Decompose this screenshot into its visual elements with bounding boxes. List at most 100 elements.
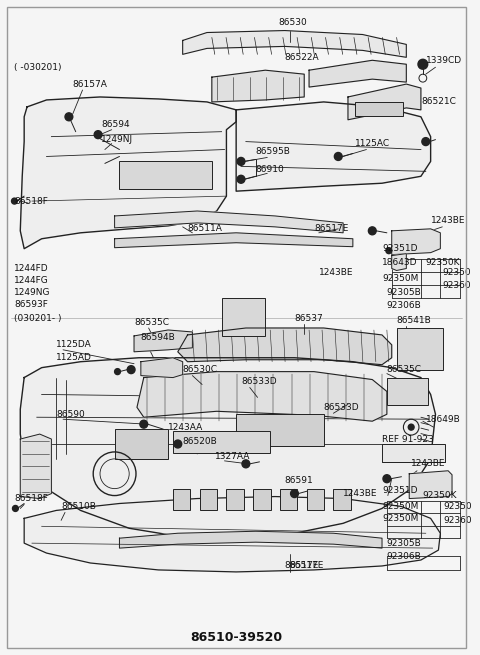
Text: 86535C: 86535C — [387, 365, 422, 374]
Polygon shape — [309, 60, 406, 87]
Text: 92350M: 92350M — [382, 274, 419, 283]
Text: 86520B: 86520B — [183, 436, 217, 445]
Polygon shape — [115, 211, 343, 233]
Text: 86594: 86594 — [101, 121, 130, 129]
Text: 1327AA: 1327AA — [215, 453, 250, 461]
Text: 86594B: 86594B — [141, 333, 176, 343]
Circle shape — [242, 460, 250, 468]
Text: 86517E: 86517E — [285, 561, 319, 571]
Bar — [115, 429, 168, 459]
Circle shape — [368, 227, 376, 234]
Text: 1244FD: 1244FD — [14, 264, 49, 273]
Polygon shape — [212, 70, 304, 102]
Text: 92350M: 92350M — [382, 502, 419, 511]
Text: 92306B: 92306B — [387, 552, 421, 561]
Bar — [307, 489, 324, 510]
Text: REF 91-923: REF 91-923 — [382, 434, 434, 443]
Text: 92351D: 92351D — [382, 486, 418, 495]
Text: 1243AA: 1243AA — [168, 422, 204, 432]
Bar — [227, 489, 244, 510]
Text: 1125AC: 1125AC — [355, 139, 390, 148]
Text: 1243BE: 1243BE — [343, 489, 378, 498]
Text: 86517E: 86517E — [314, 225, 348, 233]
Bar — [173, 489, 191, 510]
Text: 1249NG: 1249NG — [14, 288, 51, 297]
Text: 1339CD: 1339CD — [426, 56, 462, 65]
Polygon shape — [392, 253, 406, 271]
Text: 86910: 86910 — [255, 165, 284, 174]
Circle shape — [383, 475, 391, 483]
Polygon shape — [120, 531, 382, 548]
Bar — [280, 489, 298, 510]
Text: (030201- ): (030201- ) — [14, 314, 62, 322]
Text: 1243BE: 1243BE — [319, 268, 353, 277]
Polygon shape — [137, 371, 387, 421]
Polygon shape — [20, 434, 51, 498]
Bar — [334, 489, 351, 510]
Polygon shape — [392, 229, 440, 255]
Text: 86518F: 86518F — [14, 196, 48, 206]
Circle shape — [386, 248, 392, 253]
Text: ( -030201): ( -030201) — [14, 63, 62, 72]
Bar — [200, 489, 217, 510]
Text: 18649B: 18649B — [426, 415, 460, 424]
Circle shape — [174, 440, 182, 448]
Text: 86157A: 86157A — [73, 79, 108, 88]
Circle shape — [12, 198, 17, 204]
Text: 92305B: 92305B — [387, 538, 421, 548]
Polygon shape — [409, 471, 452, 498]
Text: 86593F: 86593F — [14, 300, 48, 309]
Bar — [387, 377, 428, 405]
Text: 92350K: 92350K — [423, 491, 457, 500]
Circle shape — [140, 421, 148, 428]
Text: 1243BE: 1243BE — [431, 216, 465, 225]
Text: 86511A: 86511A — [188, 225, 222, 233]
Text: 86590: 86590 — [56, 410, 85, 419]
Polygon shape — [20, 358, 435, 538]
Bar — [222, 298, 265, 336]
Circle shape — [237, 176, 245, 183]
Bar — [236, 414, 324, 446]
Bar — [382, 444, 445, 462]
Bar — [396, 328, 443, 369]
Text: 86533D: 86533D — [324, 403, 360, 412]
Circle shape — [12, 506, 18, 512]
Text: 1243BE: 1243BE — [411, 459, 445, 468]
Bar — [355, 102, 403, 116]
Polygon shape — [183, 31, 406, 57]
Text: 86510-39520: 86510-39520 — [190, 631, 282, 644]
Text: 86517E: 86517E — [289, 561, 324, 571]
Circle shape — [237, 157, 245, 165]
Text: 92350: 92350 — [442, 268, 471, 277]
Text: 86510B: 86510B — [61, 502, 96, 511]
Circle shape — [408, 424, 414, 430]
Bar — [120, 161, 212, 189]
Polygon shape — [134, 330, 192, 352]
Text: 1125AD: 1125AD — [56, 353, 92, 362]
Text: 92351D: 92351D — [382, 244, 418, 253]
Text: 86530C: 86530C — [183, 365, 217, 374]
Text: 86541B: 86541B — [396, 316, 432, 325]
Text: 86521C: 86521C — [421, 98, 456, 106]
Text: 86591: 86591 — [285, 476, 313, 485]
Bar — [253, 489, 271, 510]
Circle shape — [418, 60, 428, 69]
Polygon shape — [20, 97, 236, 249]
Circle shape — [335, 153, 342, 160]
Text: 86518F: 86518F — [14, 494, 48, 503]
Text: 86537: 86537 — [295, 314, 323, 322]
Text: 86522A: 86522A — [285, 53, 319, 62]
Text: 92350M: 92350M — [382, 514, 419, 523]
Circle shape — [94, 131, 102, 139]
Text: 92350K: 92350K — [426, 258, 460, 267]
Text: 92360: 92360 — [443, 516, 472, 525]
Text: 92360: 92360 — [442, 281, 471, 290]
Polygon shape — [236, 102, 431, 191]
Text: 1125DA: 1125DA — [56, 341, 92, 349]
Circle shape — [115, 369, 120, 375]
Polygon shape — [178, 328, 392, 365]
Circle shape — [290, 490, 299, 498]
Text: 92305B: 92305B — [387, 288, 421, 297]
Bar — [173, 431, 270, 453]
Text: 1249NJ: 1249NJ — [101, 135, 133, 144]
